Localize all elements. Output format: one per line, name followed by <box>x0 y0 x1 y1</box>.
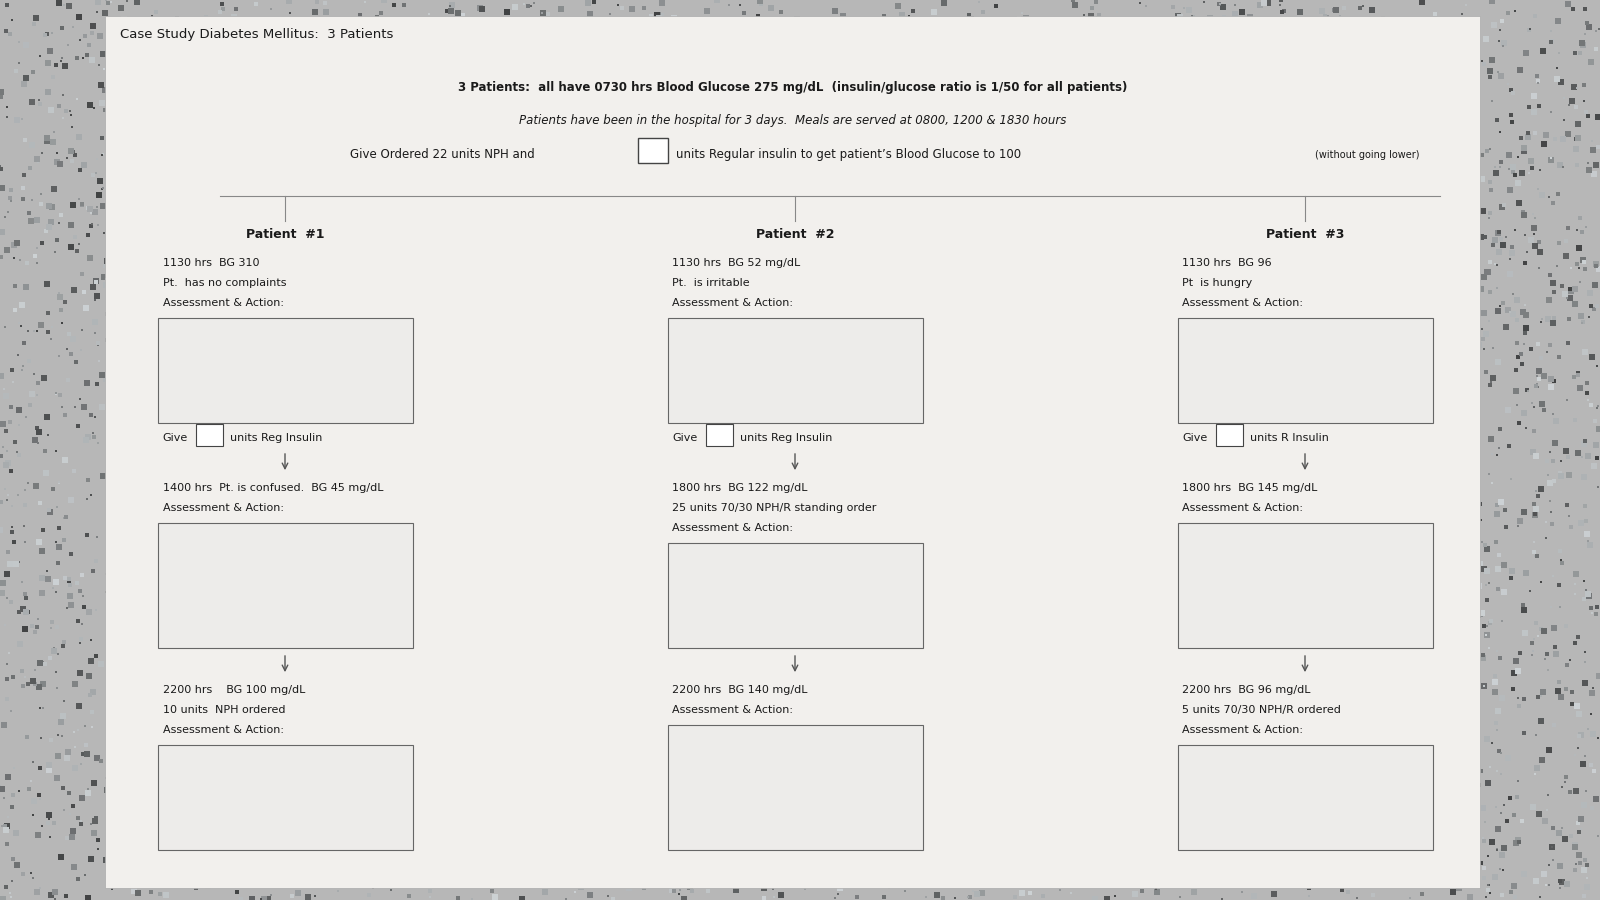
Text: Assessment & Action:: Assessment & Action: <box>1182 298 1304 308</box>
Bar <box>667 543 923 648</box>
Text: Pt  is hungry: Pt is hungry <box>1182 278 1253 288</box>
Bar <box>157 745 413 850</box>
Text: Patient  #3: Patient #3 <box>1266 228 1344 241</box>
Text: 1130 hrs  BG 52 mg/dL: 1130 hrs BG 52 mg/dL <box>672 258 800 268</box>
Text: units R Insulin: units R Insulin <box>1250 433 1328 443</box>
Text: Give Ordered 22 units NPH and: Give Ordered 22 units NPH and <box>350 148 534 161</box>
Text: Assessment & Action:: Assessment & Action: <box>163 725 283 735</box>
Text: 2200 hrs  BG 140 mg/dL: 2200 hrs BG 140 mg/dL <box>672 685 808 695</box>
Text: 25 units 70/30 NPH/R standing order: 25 units 70/30 NPH/R standing order <box>672 503 877 513</box>
Bar <box>706 424 733 446</box>
Bar <box>667 725 923 850</box>
Bar <box>1178 523 1432 648</box>
Text: 1800 hrs  BG 145 mg/dL: 1800 hrs BG 145 mg/dL <box>1182 483 1318 493</box>
Text: 10 units  NPH ordered: 10 units NPH ordered <box>163 705 285 715</box>
Text: Patient  #2: Patient #2 <box>755 228 834 241</box>
Text: Give: Give <box>672 433 698 443</box>
Text: units Reg Insulin: units Reg Insulin <box>229 433 322 443</box>
Bar <box>157 318 413 423</box>
Text: Give: Give <box>1182 433 1208 443</box>
Bar <box>1178 745 1432 850</box>
Text: (without going lower): (without going lower) <box>1315 150 1419 160</box>
Text: 2200 hrs  BG 96 mg/dL: 2200 hrs BG 96 mg/dL <box>1182 685 1310 695</box>
Text: Patients have been in the hospital for 3 days.  Meals are served at 0800, 1200 &: Patients have been in the hospital for 3… <box>518 114 1066 127</box>
Text: 1400 hrs  Pt. is confused.  BG 45 mg/dL: 1400 hrs Pt. is confused. BG 45 mg/dL <box>163 483 382 493</box>
Text: Pt.  is irritable: Pt. is irritable <box>672 278 750 288</box>
Text: Assessment & Action:: Assessment & Action: <box>163 503 283 513</box>
Text: Assessment & Action:: Assessment & Action: <box>163 298 283 308</box>
Text: 1130 hrs  BG 96: 1130 hrs BG 96 <box>1182 258 1272 268</box>
Text: Assessment & Action:: Assessment & Action: <box>672 523 794 533</box>
Text: Assessment & Action:: Assessment & Action: <box>1182 725 1304 735</box>
Bar <box>1178 318 1432 423</box>
Bar <box>638 138 669 163</box>
Text: Assessment & Action:: Assessment & Action: <box>1182 503 1304 513</box>
Bar <box>1216 424 1243 446</box>
Bar <box>106 16 1480 888</box>
Text: Patient  #1: Patient #1 <box>246 228 325 241</box>
Text: 5 units 70/30 NPH/R ordered: 5 units 70/30 NPH/R ordered <box>1182 705 1341 715</box>
Text: 3 Patients:  all have 0730 hrs Blood Glucose 275 mg/dL  (insulin/glucose ratio i: 3 Patients: all have 0730 hrs Blood Gluc… <box>458 81 1126 94</box>
Text: Pt.  has no complaints: Pt. has no complaints <box>163 278 286 288</box>
Bar <box>157 523 413 648</box>
Text: Assessment & Action:: Assessment & Action: <box>672 298 794 308</box>
Text: 1130 hrs  BG 310: 1130 hrs BG 310 <box>163 258 259 268</box>
Text: units Reg Insulin: units Reg Insulin <box>739 433 832 443</box>
Text: 1800 hrs  BG 122 mg/dL: 1800 hrs BG 122 mg/dL <box>672 483 808 493</box>
Bar <box>195 424 222 446</box>
Text: Case Study Diabetes Mellitus:  3 Patients: Case Study Diabetes Mellitus: 3 Patients <box>120 28 394 41</box>
Text: Give: Give <box>163 433 187 443</box>
Text: units Regular insulin to get patient’s Blood Glucose to 100: units Regular insulin to get patient’s B… <box>675 148 1021 161</box>
Text: Assessment & Action:: Assessment & Action: <box>672 705 794 715</box>
Text: 2200 hrs    BG 100 mg/dL: 2200 hrs BG 100 mg/dL <box>163 685 306 695</box>
Bar <box>667 318 923 423</box>
